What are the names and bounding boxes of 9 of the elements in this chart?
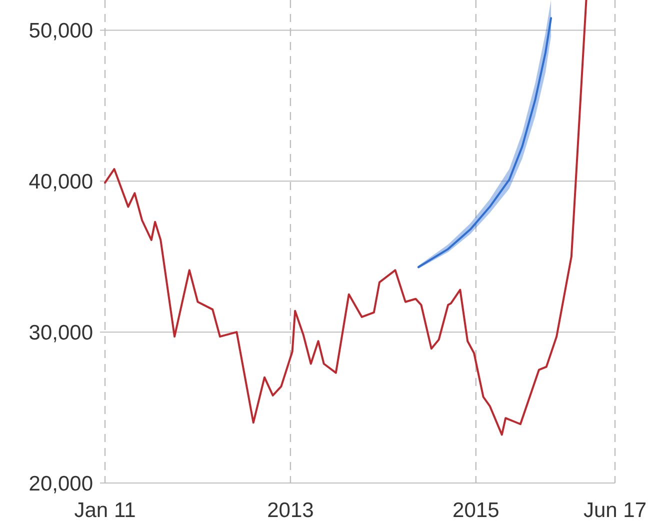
y-tick-label: 20,000: [28, 472, 93, 496]
line-series: [104, 0, 588, 436]
x-tick-label: Jun 17: [583, 499, 647, 522]
y-tick-label: 30,000: [28, 321, 93, 344]
x-tick-label: 2015: [452, 499, 500, 522]
x-tick-label: Jan 11: [74, 499, 136, 522]
y-tick-label: 50,000: [28, 20, 93, 43]
x-tick-label: 2013: [267, 499, 314, 522]
y-tick-label: 40,000: [28, 170, 93, 194]
